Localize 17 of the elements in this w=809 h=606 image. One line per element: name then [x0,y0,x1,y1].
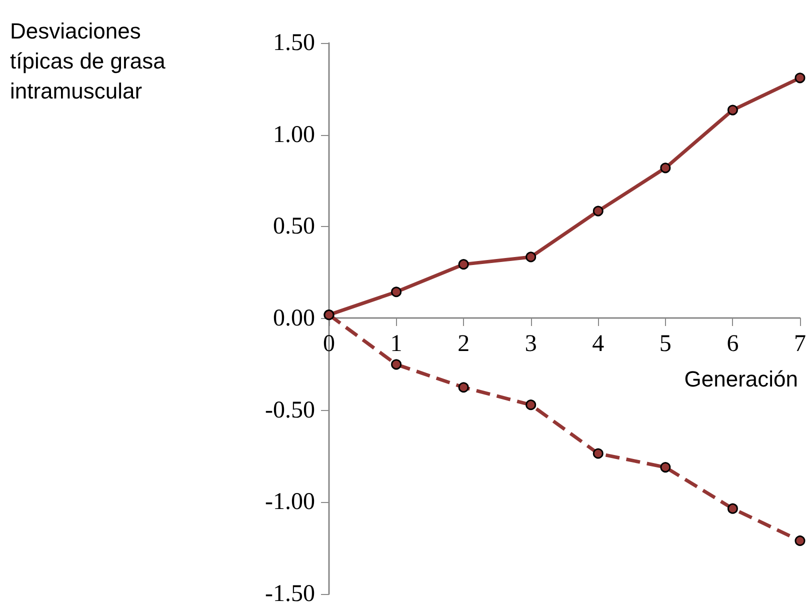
x-tick-label: 5 [659,331,672,357]
y-tick-label: 0.50 [273,214,315,240]
x-tick-label: 2 [458,331,470,357]
y-tick-label: 1.50 [273,30,315,56]
y-tick-label: -0.50 [265,397,315,424]
y-tick-label: 0.00 [273,306,315,332]
x-tick-label: 7 [794,331,806,357]
x-tick-label: 3 [524,331,537,357]
x-tick-label: 4 [592,331,604,357]
y-tick-label: -1.00 [265,489,315,516]
x-tick-label: 6 [726,331,739,357]
y-tick-label: 1.00 [273,122,315,148]
y-axis-title: Desviaciones típicas de grasa intramuscular [10,18,172,104]
x-axis-title: Generación [684,366,798,392]
y-tick-label: -1.50 [265,581,315,606]
x-tick-label: 0 [323,331,335,357]
x-tick-label: 1 [390,331,402,357]
